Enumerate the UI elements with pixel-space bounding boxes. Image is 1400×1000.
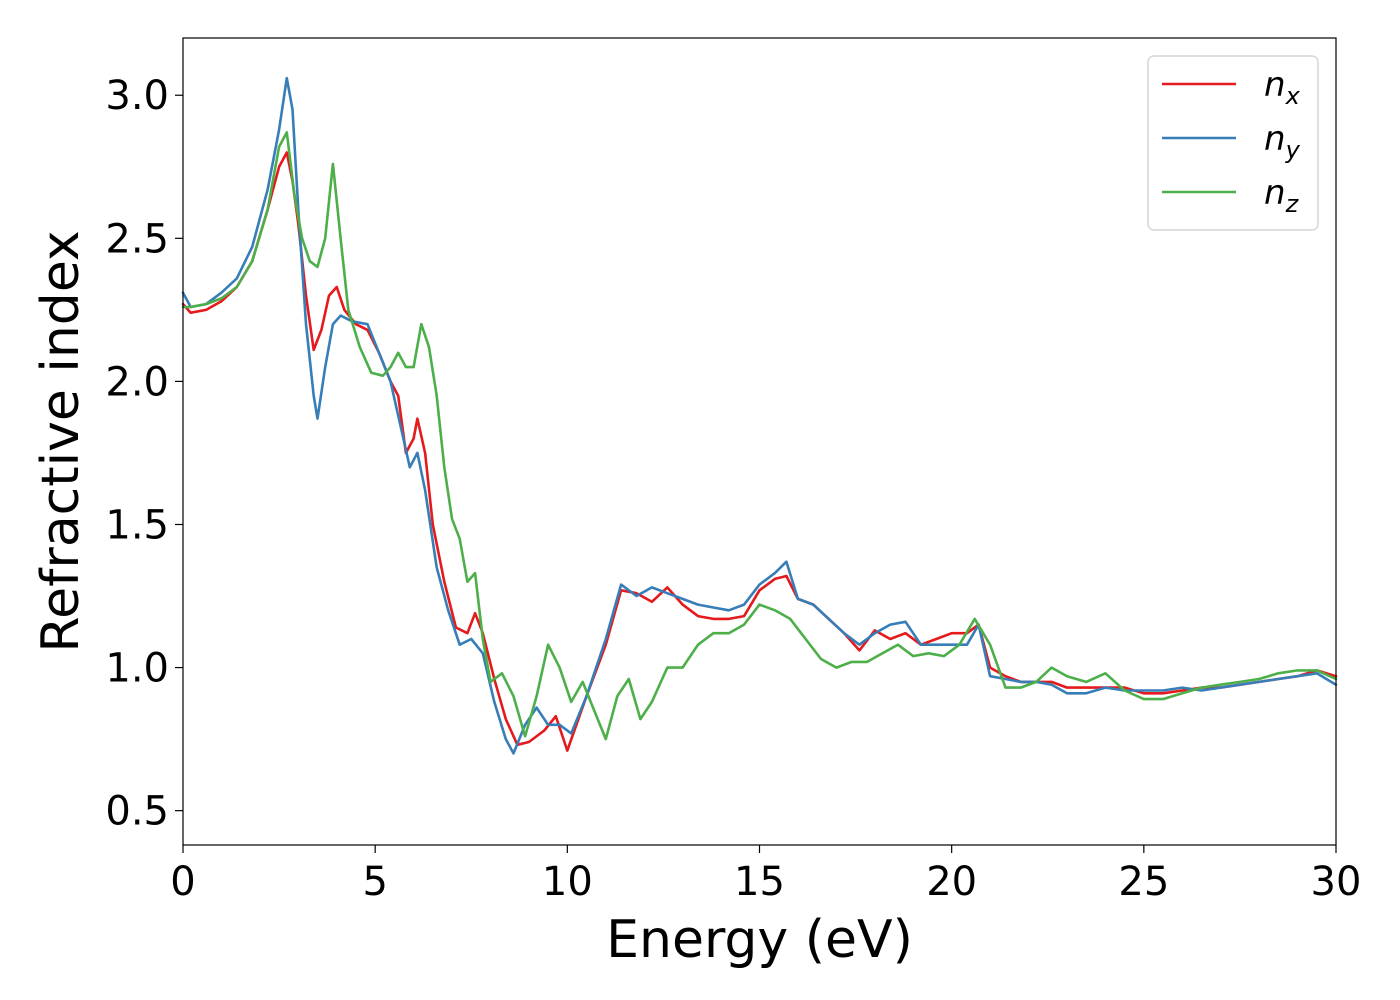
series-line-nx — [181, 151, 1338, 752]
series-line-ny — [181, 76, 1338, 755]
x-tick-label: 0 — [170, 859, 195, 905]
legend-box — [1147, 55, 1319, 231]
x-axis: 0 5 10 15 20 25 30 — [170, 845, 1361, 905]
x-tick-label: 5 — [362, 859, 387, 905]
y-axis: 0.5 1.0 1.5 2.0 2.5 3.0 — [105, 73, 183, 835]
x-tick-label: 15 — [734, 859, 785, 905]
legend-label-nx: nx — [1264, 65, 1301, 110]
legend-label-nz: nz — [1264, 173, 1300, 218]
x-tick-label: 10 — [542, 859, 593, 905]
y-tick-label: 2.5 — [105, 216, 169, 262]
x-tick-label: 25 — [1118, 859, 1169, 905]
x-axis-label: Energy (eV) — [606, 910, 913, 970]
y-tick-label: 0.5 — [105, 789, 169, 835]
legend-label-ny: ny — [1264, 119, 1301, 164]
y-tick-label: 1.0 — [105, 646, 169, 692]
y-tick-label: 1.5 — [105, 502, 169, 548]
series-lines — [181, 76, 1338, 755]
x-tick-label: 20 — [926, 859, 977, 905]
y-tick-label: 3.0 — [105, 73, 169, 119]
x-tick-label: 30 — [1311, 859, 1362, 905]
series-line-nz — [181, 131, 1338, 741]
y-tick-label: 2.0 — [105, 359, 169, 405]
y-axis-label: Refractive index — [31, 230, 91, 652]
legend: nx ny nz — [1147, 55, 1319, 231]
